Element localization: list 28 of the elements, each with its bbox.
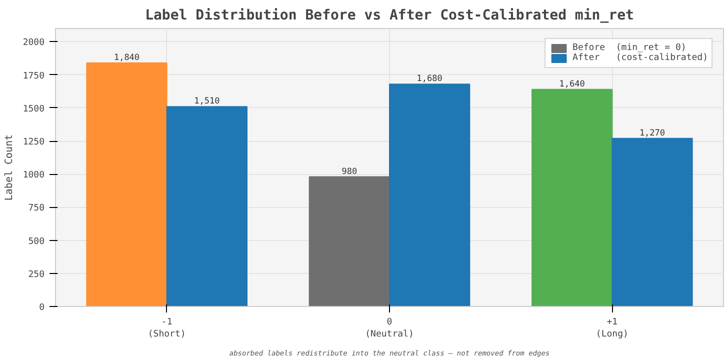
x-tick-label: -1 (Short): [148, 318, 186, 340]
bar: [86, 62, 168, 306]
data-label: 1,270: [639, 128, 666, 138]
x-tick-label: +1 (Long): [596, 318, 628, 340]
data-label: 1,510: [194, 96, 220, 107]
data-label: 980: [342, 166, 358, 177]
x-tick-label: 0 (Neutral): [365, 318, 414, 340]
bar: [389, 84, 470, 306]
data-label: 1,640: [559, 79, 585, 90]
y-tick-label: 0: [39, 303, 45, 313]
bar: [308, 176, 390, 306]
y-tick-label: 500: [28, 236, 45, 247]
y-tick-label: 250: [28, 270, 45, 280]
legend-label: After (cost-calibrated): [572, 53, 708, 63]
legend-label: Before (min_ret = 0): [572, 43, 686, 53]
y-tick-label: 2000: [22, 38, 45, 48]
chart-title: Label Distribution Before vs After Cost-Calibrated min_ret: [145, 8, 634, 24]
y-tick-label: 1250: [22, 138, 45, 148]
data-label: 1,840: [114, 52, 140, 63]
bar: [612, 138, 693, 306]
y-tick-label: 750: [28, 204, 45, 214]
bar: [532, 88, 613, 306]
data-label: 1,680: [416, 74, 442, 84]
y-tick-label: 1750: [22, 71, 45, 82]
bar: [166, 106, 248, 306]
y-axis-title: Label Count: [4, 134, 15, 201]
y-tick-label: 1500: [22, 104, 45, 114]
y-tick-label: 1000: [22, 170, 45, 181]
